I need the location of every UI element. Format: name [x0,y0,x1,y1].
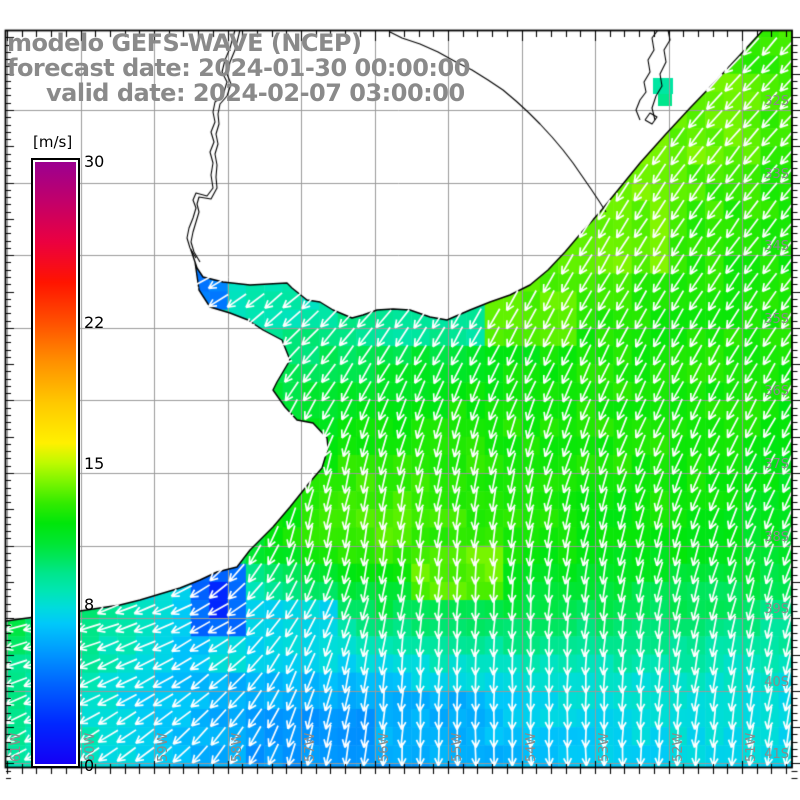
lat-label-34S: 34S [764,239,789,255]
colorbar-tick-22: 22 [84,313,105,333]
colorbar-tick-30: 30 [84,152,105,171]
lat-label-39S: 39S [764,602,789,618]
lat-label-40S: 40S [764,674,789,690]
lon-label-56W: 56W [376,732,392,762]
lon-label-52W: 52W [670,732,686,762]
lon-label-54W: 54W [523,732,539,762]
colorbar-tick-15: 15 [84,454,105,473]
lon-label-61W: 61W [9,732,24,762]
lon-label-58W: 58W [229,732,245,762]
colorbar-gradient [35,162,76,764]
lat-label-37S: 37S [764,457,789,472]
colorbar-tick-8: 8 [84,594,95,614]
colorbar [31,158,80,768]
lat-label-38S: 38S [764,529,789,545]
colorbar-unit-label: [m/s] [33,133,73,151]
lon-label-59W: 59W [156,732,171,762]
lat-label-33S: 33S [764,166,789,182]
lat-label-41S: 41S [764,747,789,763]
lon-label-51W: 51W [744,732,759,762]
lat-label-35S: 35S [764,311,789,327]
lon-label-55W: 55W [450,732,465,762]
colorbar-tick-0: 0 [84,756,95,775]
lon-label-57W: 57W [303,732,318,762]
lat-label-32S: 32S [764,94,789,109]
lon-label-53W: 53W [597,732,612,762]
lat-label-36S: 36S [764,384,789,400]
